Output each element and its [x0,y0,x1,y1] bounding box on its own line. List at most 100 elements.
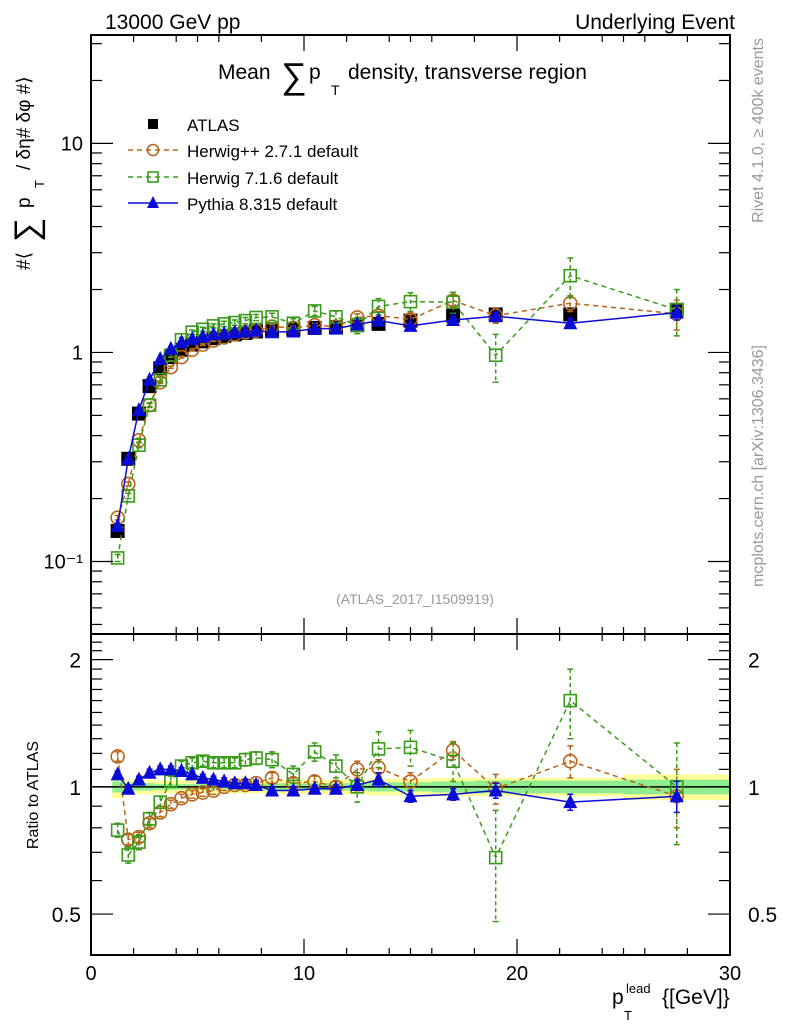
rivet-version-label: Rivet 4.1.0, ≥ 400k events [750,38,767,223]
marker-triangle [131,402,146,417]
marker-triangle [110,766,125,781]
marker-triangle [265,324,280,339]
marker-triangle [563,794,578,809]
marker-triangle [185,766,200,781]
marker-open-square [446,295,460,309]
marker-triangle [371,771,386,786]
analysis-id-annotation: (ATLAS_2017_I1509919) [336,591,494,607]
ratio-y-tick-label-right: 1 [748,777,760,800]
main-series-herwig-7-1-6-default [110,257,684,565]
marker-square [563,307,578,322]
marker-triangle [286,782,301,797]
marker-triangle [307,320,322,335]
marker-triangle [185,330,200,345]
main-y-axis-label: #⟨ ∑ p T / δη# δφ #⟩ [8,76,47,270]
marker-triangle [227,775,242,790]
title-sigma: ∑ [281,55,307,96]
marker-triangle [174,763,189,778]
marker-open-square [153,795,168,809]
marker-open-circle [146,143,160,157]
marker-triangle [217,325,232,340]
marker-triangle [328,780,343,795]
legend-entry: ATLAS [148,116,240,135]
marker-triangle [446,311,461,326]
marker-triangle [174,334,189,349]
marker-triangle [147,196,159,208]
marker-square [148,119,158,129]
marker-triangle [669,304,684,319]
ylabel-p: p [14,197,35,208]
legend-label: Herwig 7.1.6 default [187,169,338,188]
marker-open-square [307,304,322,318]
marker-triangle [110,517,125,532]
title-pre: Mean [218,61,271,84]
axes-layer: 0 10 20 30 10⁻¹ 1 10 0.5 0.5 1 1 2 2 [44,34,777,985]
marker-open-circle [403,774,418,789]
marker-open-square [206,756,221,770]
marker-open-square [446,754,460,769]
legend-entry: Herwig++ 2.7.1 default [128,142,358,161]
legend-label: Pythia 8.315 default [187,195,338,214]
marker-open-square [563,693,578,708]
marker-triangle [249,322,264,337]
marker-open-circle [110,749,125,764]
y-tick-label: 10⁻¹ [44,552,84,574]
marker-triangle [206,326,221,341]
marker-triangle [163,340,178,355]
marker-open-square [265,752,279,767]
title-p: p [309,61,321,84]
ylabel-post: / δη# δφ #⟩ [14,76,35,170]
marker-triangle [227,324,242,339]
marker-triangle [403,317,418,332]
marker-triangle [195,328,210,343]
marker-open-square [329,759,343,773]
marker-open-square [265,310,279,324]
ratio-y-axis-label: Ratio to ATLAS [25,741,42,849]
ratio-series-herwig-7-1-6-default [110,668,684,923]
marker-open-circle [174,790,189,806]
main-plot-title: Mean ∑ p T density, transverse region [218,55,587,98]
marker-open-square [142,812,157,826]
marker-open-square [164,774,178,789]
legend-entry: Pythia 8.315 default [128,195,338,214]
marker-open-square [371,742,386,756]
title-sub: T [331,82,340,98]
marker-triangle [249,777,264,792]
main-series-pythia-8-315-default [110,304,684,532]
marker-open-square [196,754,210,769]
marker-open-square [132,438,146,453]
marker-open-square [132,835,146,849]
marker-open-square [142,398,157,412]
xlabel-post: {[GeV]} [662,986,730,1009]
y-tick-label: 10 [61,133,83,155]
marker-triangle [195,769,210,784]
marker-triangle [446,786,461,801]
x-tick-label: 0 [85,963,96,985]
marker-triangle [153,351,168,366]
marker-open-square [403,294,418,309]
marker-triangle [238,775,253,790]
marker-open-square [147,171,159,183]
marker-open-square [217,756,231,770]
marker-triangle [328,320,343,335]
marker-triangle [265,782,280,797]
legend-label: ATLAS [187,116,240,135]
marker-open-square [563,268,578,283]
ratio-y-tick-label-left: 2 [69,650,81,673]
legend-label: Herwig++ 2.7.1 default [187,142,358,161]
x-tick-label: 10 [293,963,315,985]
xlabel-p: p [612,986,624,1009]
marker-triangle [403,788,418,803]
marker-open-square [249,751,263,765]
marker-open-square [110,551,125,565]
marker-open-circle [184,787,200,802]
marker-triangle [142,764,157,779]
ratio-y-tick-label-left: 1 [69,777,81,800]
marker-open-square [153,372,168,387]
marker-open-square [238,752,253,767]
marker-open-square [307,745,322,759]
marker-triangle [563,315,578,330]
ratio-y-tick-label-right: 2 [748,650,760,673]
marker-triangle [350,316,365,331]
